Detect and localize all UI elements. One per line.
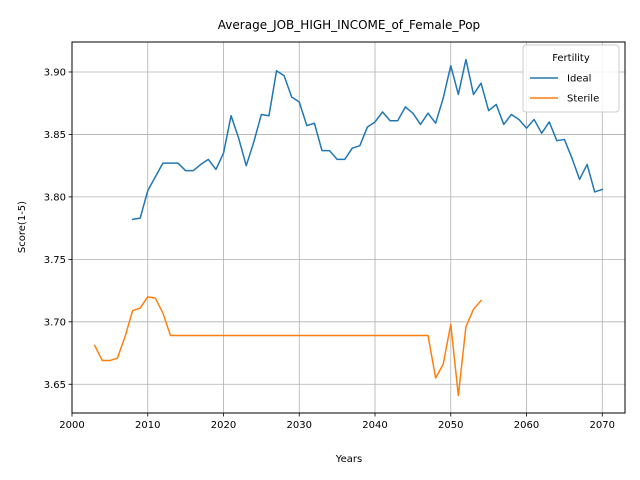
y-tick-label: 3.70 (44, 317, 66, 328)
legend-items: Ideal Sterile (530, 74, 599, 105)
x-tick-label: 2020 (211, 420, 236, 431)
series-line-sterile (93, 296, 483, 397)
y-axis-label: Score(1-5) (17, 201, 28, 253)
x-tick-label: 2040 (362, 420, 387, 431)
x-axis-label: Years (335, 454, 362, 465)
x-tick-label: 2010 (135, 420, 160, 431)
y-tick-label: 3.65 (44, 380, 66, 391)
plot-frame (71, 41, 626, 414)
legend: Fertility Ideal Sterile (522, 44, 620, 113)
chart-title: Average_JOB_HIGH_INCOME_of_Female_Pop (218, 18, 480, 32)
series-line-ideal (131, 58, 604, 221)
x-tick-label: 2050 (438, 420, 463, 431)
axis-ticks: 2000 2010 2020 2030 2040 2050 2060 2070 3.65 3.70… (44, 67, 615, 431)
y-tick-label: 3.80 (44, 192, 66, 203)
y-tick-label: 3.75 (44, 255, 66, 266)
x-tick-label: 2000 (59, 420, 84, 431)
legend-title: Fertility (552, 53, 590, 64)
y-tick-label: 3.90 (44, 67, 66, 78)
legend-box (522, 44, 620, 113)
x-tick-label: 2030 (287, 420, 312, 431)
series-lines (93, 58, 604, 397)
legend-label-ideal: Ideal (567, 74, 591, 85)
x-tick-label: 2060 (514, 420, 539, 431)
y-tick-label: 3.85 (44, 130, 66, 141)
legend-label-sterile: Sterile (567, 94, 599, 105)
x-tick-label: 2070 (590, 420, 615, 431)
